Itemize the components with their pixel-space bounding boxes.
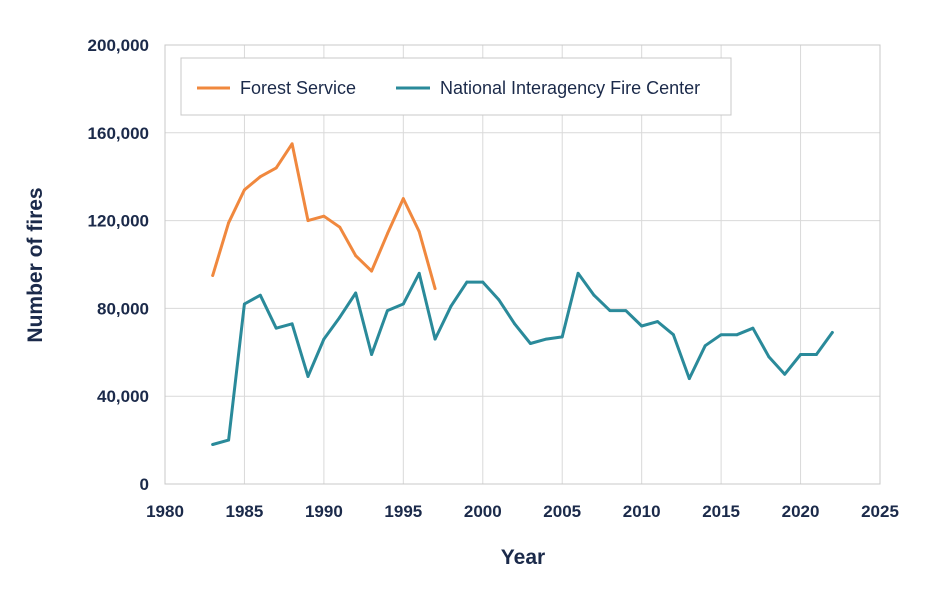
data-point [417, 230, 421, 233]
data-point [274, 326, 278, 330]
data-point [227, 221, 230, 225]
data-point [211, 274, 215, 277]
series-layer [211, 142, 834, 446]
x-tick-label: 1980 [146, 502, 184, 521]
legend-label-nifc: National Interagency Fire Center [440, 78, 700, 98]
data-point [258, 175, 262, 179]
data-point [370, 269, 373, 273]
data-point [433, 287, 437, 291]
y-tick-label: 120,000 [88, 212, 149, 231]
data-point [354, 291, 358, 295]
data-point [592, 293, 596, 297]
legend-label-forest-service: Forest Service [240, 78, 356, 98]
legend-box [180, 57, 732, 116]
data-point [656, 320, 659, 323]
data-point [799, 353, 802, 356]
data-point [386, 309, 389, 312]
data-point [783, 372, 787, 376]
data-point [322, 337, 326, 341]
data-point [529, 342, 532, 345]
plot-area [164, 44, 881, 485]
data-point [338, 315, 342, 319]
data-point [767, 355, 771, 359]
data-point [672, 333, 675, 337]
y-axis-title: Number of fires [24, 187, 47, 342]
y-tick-label: 40,000 [97, 387, 149, 406]
data-point [211, 443, 215, 446]
data-point [370, 353, 373, 356]
data-point [338, 225, 342, 229]
data-point [513, 322, 516, 326]
series-line-nifc [211, 271, 834, 446]
data-point [306, 219, 310, 223]
data-point [290, 322, 294, 326]
data-point [274, 166, 278, 170]
data-point [687, 377, 691, 381]
data-point [227, 438, 230, 442]
data-point [290, 142, 294, 146]
x-tick-label: 1990 [305, 502, 343, 521]
x-axis-title: Year [501, 546, 545, 569]
x-tick-label: 1985 [226, 502, 264, 521]
data-point [322, 214, 326, 218]
data-point [830, 331, 834, 334]
data-point [624, 309, 628, 312]
x-axis-ticks: 1980 1985 1990 1995 2000 2005 2010 2015 2020 2025 [146, 502, 899, 521]
x-tick-label: 2000 [464, 502, 502, 521]
data-point [449, 304, 453, 308]
data-point [703, 344, 707, 348]
y-axis-ticks: 0 40,000 80,000 120,000 160,000 200,000 [88, 36, 149, 494]
data-point [560, 335, 564, 339]
data-point [719, 333, 723, 337]
data-point [306, 375, 310, 378]
y-tick-label: 160,000 [88, 124, 149, 143]
data-point [433, 337, 437, 341]
data-point [497, 298, 501, 302]
data-point [401, 197, 405, 201]
data-point [243, 188, 246, 192]
data-point [608, 309, 612, 312]
data-point [815, 353, 818, 356]
legend: Forest Service National Interagency Fire… [180, 57, 732, 116]
x-tick-label: 2025 [861, 502, 899, 521]
y-tick-label: 0 [140, 475, 149, 494]
x-tick-label: 2010 [623, 502, 661, 521]
x-tick-label: 1995 [384, 502, 422, 521]
data-point [735, 333, 739, 337]
data-point [751, 326, 755, 330]
data-point [386, 232, 389, 236]
data-point [640, 324, 644, 328]
data-point [258, 293, 262, 297]
x-tick-label: 2005 [543, 502, 581, 521]
x-tick-label: 2015 [702, 502, 740, 521]
data-point [401, 302, 405, 306]
data-point [544, 337, 548, 341]
x-tick-label: 2020 [782, 502, 820, 521]
y-tick-label: 200,000 [88, 36, 149, 55]
data-point [354, 254, 358, 258]
data-point [465, 280, 469, 284]
data-point [576, 271, 580, 275]
y-tick-label: 80,000 [97, 299, 149, 318]
data-point [481, 280, 485, 284]
data-point [243, 302, 246, 306]
data-point [417, 271, 421, 275]
